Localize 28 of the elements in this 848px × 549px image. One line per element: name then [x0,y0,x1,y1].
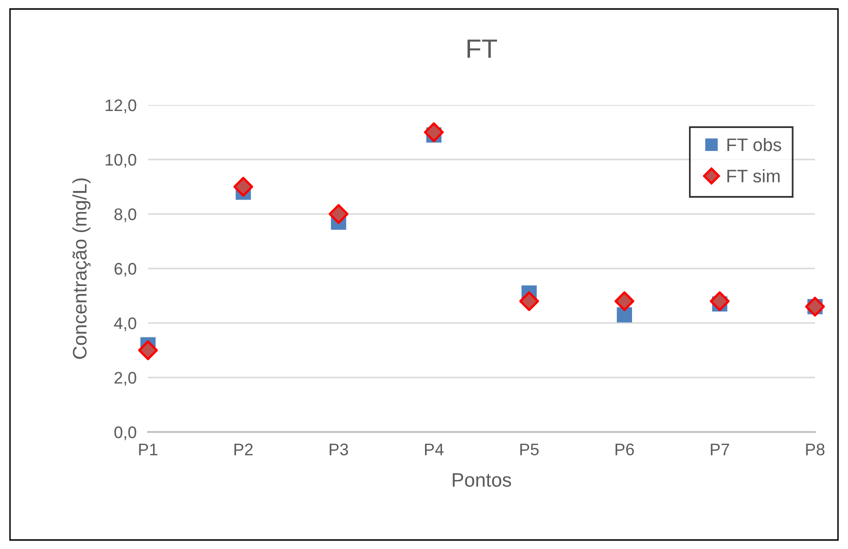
x-tick-label: P2 [234,444,253,456]
x-tick-label: P8 [806,444,824,456]
y-tick-label: 0,0 [114,426,136,440]
x-tick-label: P1 [139,444,158,456]
point [233,176,254,197]
x-axis-title: Pontos [452,473,512,487]
y-tick-label: 2,0 [114,372,136,386]
chart-title: FT [468,40,498,58]
x-tick-label: P5 [520,444,539,456]
point [616,307,632,322]
legend-label: FT obs [727,138,782,152]
point [138,340,158,360]
x-tick-label: P3 [330,444,348,456]
point [519,291,540,312]
y-tick-label: 4,0 [114,317,136,332]
y-tick-label: 6,0 [114,262,136,277]
y-tick-label: 10,0 [106,154,136,168]
point [424,122,444,142]
y-tick-label: 12,0 [106,99,136,114]
x-tick-label: P7 [710,444,730,456]
y-axis-title: Concentração (mg/L) [72,178,91,359]
point [328,204,348,224]
point [614,291,634,312]
legend-label: FT sim [727,169,780,182]
x-tick-label: P6 [616,444,634,456]
x-tick-label: P4 [425,444,444,456]
y-tick-label: 8,0 [114,208,136,222]
point [710,291,730,312]
